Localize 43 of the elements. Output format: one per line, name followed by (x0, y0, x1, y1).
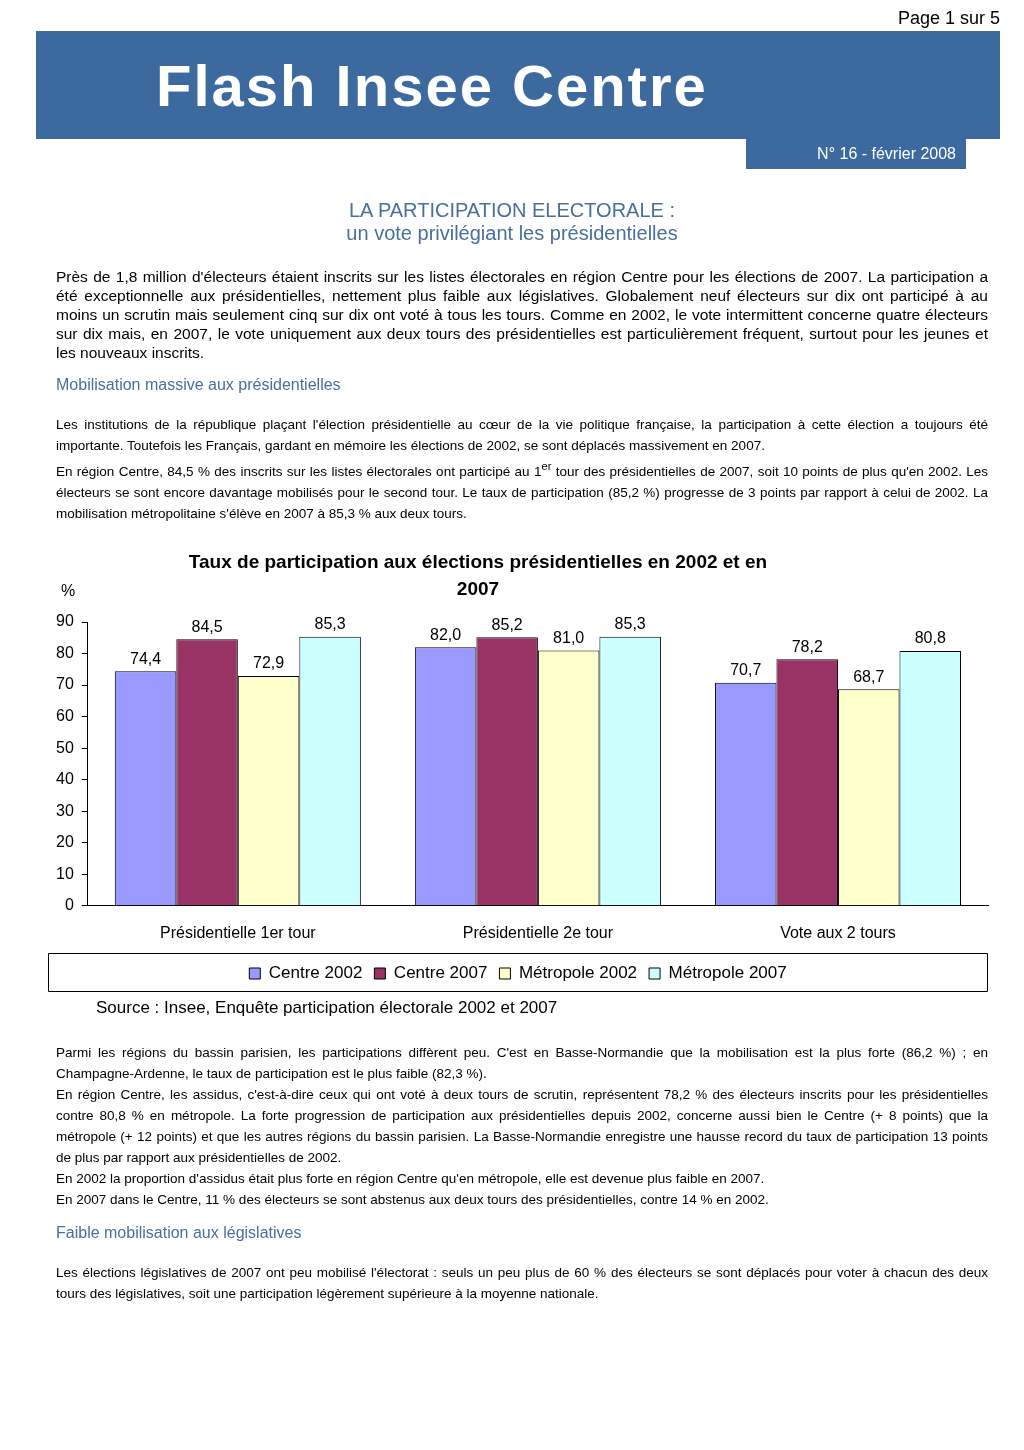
y-tick-label: 40 (56, 769, 74, 787)
legend-label: Centre 2002 (268, 962, 363, 982)
y-axis-title: % (60, 581, 76, 599)
data-label: 85,2 (491, 615, 523, 633)
text: LA PARTICIPATION ELECTORALE : (348, 199, 676, 222)
text: Faible mobilisation aux législatives (56, 1223, 303, 1242)
data-label: 81,0 (553, 628, 585, 646)
text: N° 16 - février 2008 (746, 139, 966, 169)
y-tick-label: 70 (56, 674, 74, 692)
data-label: 80,8 (914, 628, 946, 646)
text: un vote privilégiant les présidentielles (345, 222, 679, 245)
chart-title: Taux de participation aux élections présidentielles en 2002 et en 2007 (187, 549, 769, 601)
text: Les institutions de la république plaçant l'élection présidentielle au cœur de la vie politique française, la participation à cette élection a toujours été importante. Toutefois les Français, gardant en mémoire les élections de 2002, se sont déplacés massivement en 2007. En région Centre, 84,5 % des inscrits sur les listes électorales ont participé au 1$^{er}$ tour des présidentielles de 2007, soit 10 points de plus qu'en 2002. Les électeurs se sont encore davantage mobilisés pour le second tour. Le taux de participation (85,2 %) progresse de 3 points par rapport à celui de 2002. La mobilisation métropolitaine s'élève en 2007 à 85,3 % aux deux tours. (56, 416, 988, 523)
data-label: 84,5 (191, 617, 223, 635)
y-tick-label: 0 (64, 895, 74, 913)
x-tick-label: Présidentielle 2e tour (462, 923, 614, 941)
text: Mobilisation massive aux présidentielles (56, 376, 342, 394)
y-tick-label: 10 (56, 864, 74, 882)
y-tick-label: 50 (56, 738, 74, 756)
text: Les élections législatives de 2007 ont peu mobilisé l'électorat : seuls un peu plus de 60 % des électeurs se sont déplacés pour voter à chacun des deux tours des législatives, soit une participation légèrement supérieure à la moyenne nationale. (56, 1263, 988, 1303)
source-note: Source : Insee, Enquête participation électorale 2002 et 2007 (96, 997, 559, 1018)
y-tick-label: 80 (56, 643, 74, 661)
y-tick-label: 90 (56, 611, 74, 629)
data-label: 72,9 (253, 653, 285, 671)
x-tick-label: Vote aux 2 tours (780, 923, 896, 941)
y-tick-label: 60 (56, 706, 74, 724)
data-label: 74,4 (129, 649, 162, 667)
x-tick-label: Présidentielle 1er tour (160, 923, 317, 941)
data-label: 85,3 (314, 614, 346, 632)
header-banner: Flash Insee Centre (36, 31, 1000, 139)
text: Près de 1,8 million d'électeurs étaient inscrits sur les listes électorales en région Centre pour les élections de 2007. La participation a été exceptionnelle aux présidentielles, nettement plus faible aux législatives. Globalement neuf électeurs sur dix ont participé à au moins un scrutin mais seulement cinq sur dix ont voté à tous les tours. Comme en 2002, le vote intermittent concerne quatre électeurs sur dix mais, en 2007, le vote uniquement aux deux tours des présidentielles est particulièrement fréquent, surtout pour les jeunes et les nouveaux inscrits. (56, 267, 988, 362)
legend-label: Centre 2007 (393, 962, 488, 982)
data-label: 85,3 (614, 614, 646, 632)
text: Page 1 sur 5 (896, 8, 1001, 30)
data-label: 68,7 (853, 667, 885, 685)
y-tick-label: 20 (56, 832, 74, 850)
legend-label: Métropole 2007 (668, 962, 787, 982)
data-label: 78,2 (791, 637, 823, 655)
data-label: 82,0 (430, 625, 462, 643)
y-tick-label: 30 (56, 801, 74, 819)
legend-label: Métropole 2002 (518, 962, 638, 982)
text: Parmi les régions du bassin parisien, les participations diffèrent peu. C'est en Basse-Normandie que la mobilisation est la plus forte (86,2 %) ; en Champagne-Ardenne, le taux de participation est le plus faible (82,3 %). En région Centre, les assidus, c'est-à-dire ceux qui ont voté à deux tours de scrutin, représentent 78,2 % des électeurs inscrits pour les présidentielles contre 80,8 % en métropole. La forte progression de participation aux présidentielles depuis 2002, concerne aussi bien le Centre (+ 8 points) que la métropole (+ 12 points) et que les autres régions du bassin parisien. La Basse-Normandie enregistre une hausse record du taux de participation 13 points de plus par rapport aux présidentielles de 2002. En 2002 la proportion d'assidus était plus forte en région Centre qu'en métropole, elle est devenue plus faible en 2007. En 2007 dans le Centre, 11 % des électeurs se sont abstenus aux deux tours des présidentielles, contre 14 % en 2002. (56, 1043, 988, 1209)
data-label: 70,7 (730, 660, 762, 678)
